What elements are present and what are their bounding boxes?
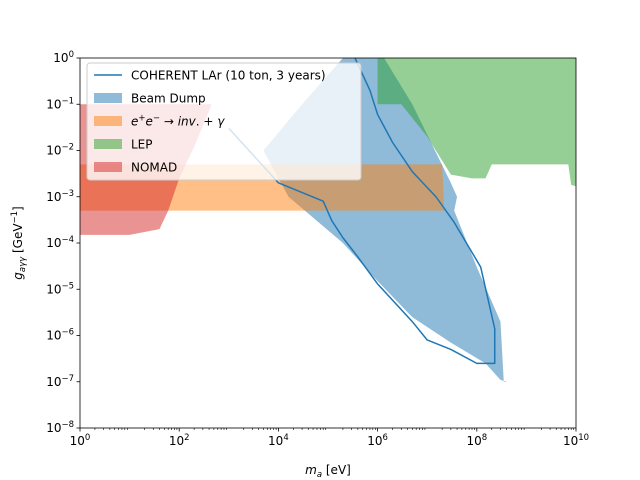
y-axis-label: gaγγ [GeV−1] [10,206,28,280]
legend-swatch-e-e-inv [94,116,122,126]
legend-label-coherent-lar-10-ton-3-years: COHERENT LAr (10 ton, 3 years) [131,69,326,83]
y-tick-label: 10−5 [46,281,74,296]
x-tick-label: 108 [466,433,487,448]
legend: COHERENT LAr (10 ton, 3 years) Beam Dump e… [86,62,362,181]
x-tick-label: 102 [169,433,190,448]
y-tick-label: 10−2 [46,143,74,158]
y-tick-label: 10−6 [46,328,74,343]
y-tick-label: 10−4 [46,235,74,250]
legend-label-beam-dump: Beam Dump [131,92,206,106]
x-tick-label: 1010 [563,433,589,448]
x-tick-label: 104 [268,433,289,448]
y-tick-label: 100 [53,50,74,65]
axes-layer: 100 102 104 106 108 1010 10−8 10−7 10−6 10−5 10−4 1… [10,50,589,480]
series-area-lep [377,58,576,187]
x-axis-label: ma [eV] [305,463,351,480]
y-tick-label: 10−1 [46,96,74,111]
legend-label-lep: LEP [131,138,153,152]
legend-swatch-beam-dump [94,93,122,103]
legend-label-e-e-inv: e+e− → inv. + γ [131,114,225,129]
legend-swatch-nomad [94,162,122,172]
legend-swatch-lep [94,139,122,149]
y-tick-label: 10−7 [46,374,74,389]
y-tick-label: 10−3 [46,189,74,204]
x-tick-label: 100 [70,433,91,448]
y-tick-label: 10−8 [46,420,74,435]
legend-label-nomad: NOMAD [131,161,177,175]
legend-box [86,62,362,181]
series-line-coherent-lar [228,58,496,365]
x-tick-label: 106 [367,433,388,448]
